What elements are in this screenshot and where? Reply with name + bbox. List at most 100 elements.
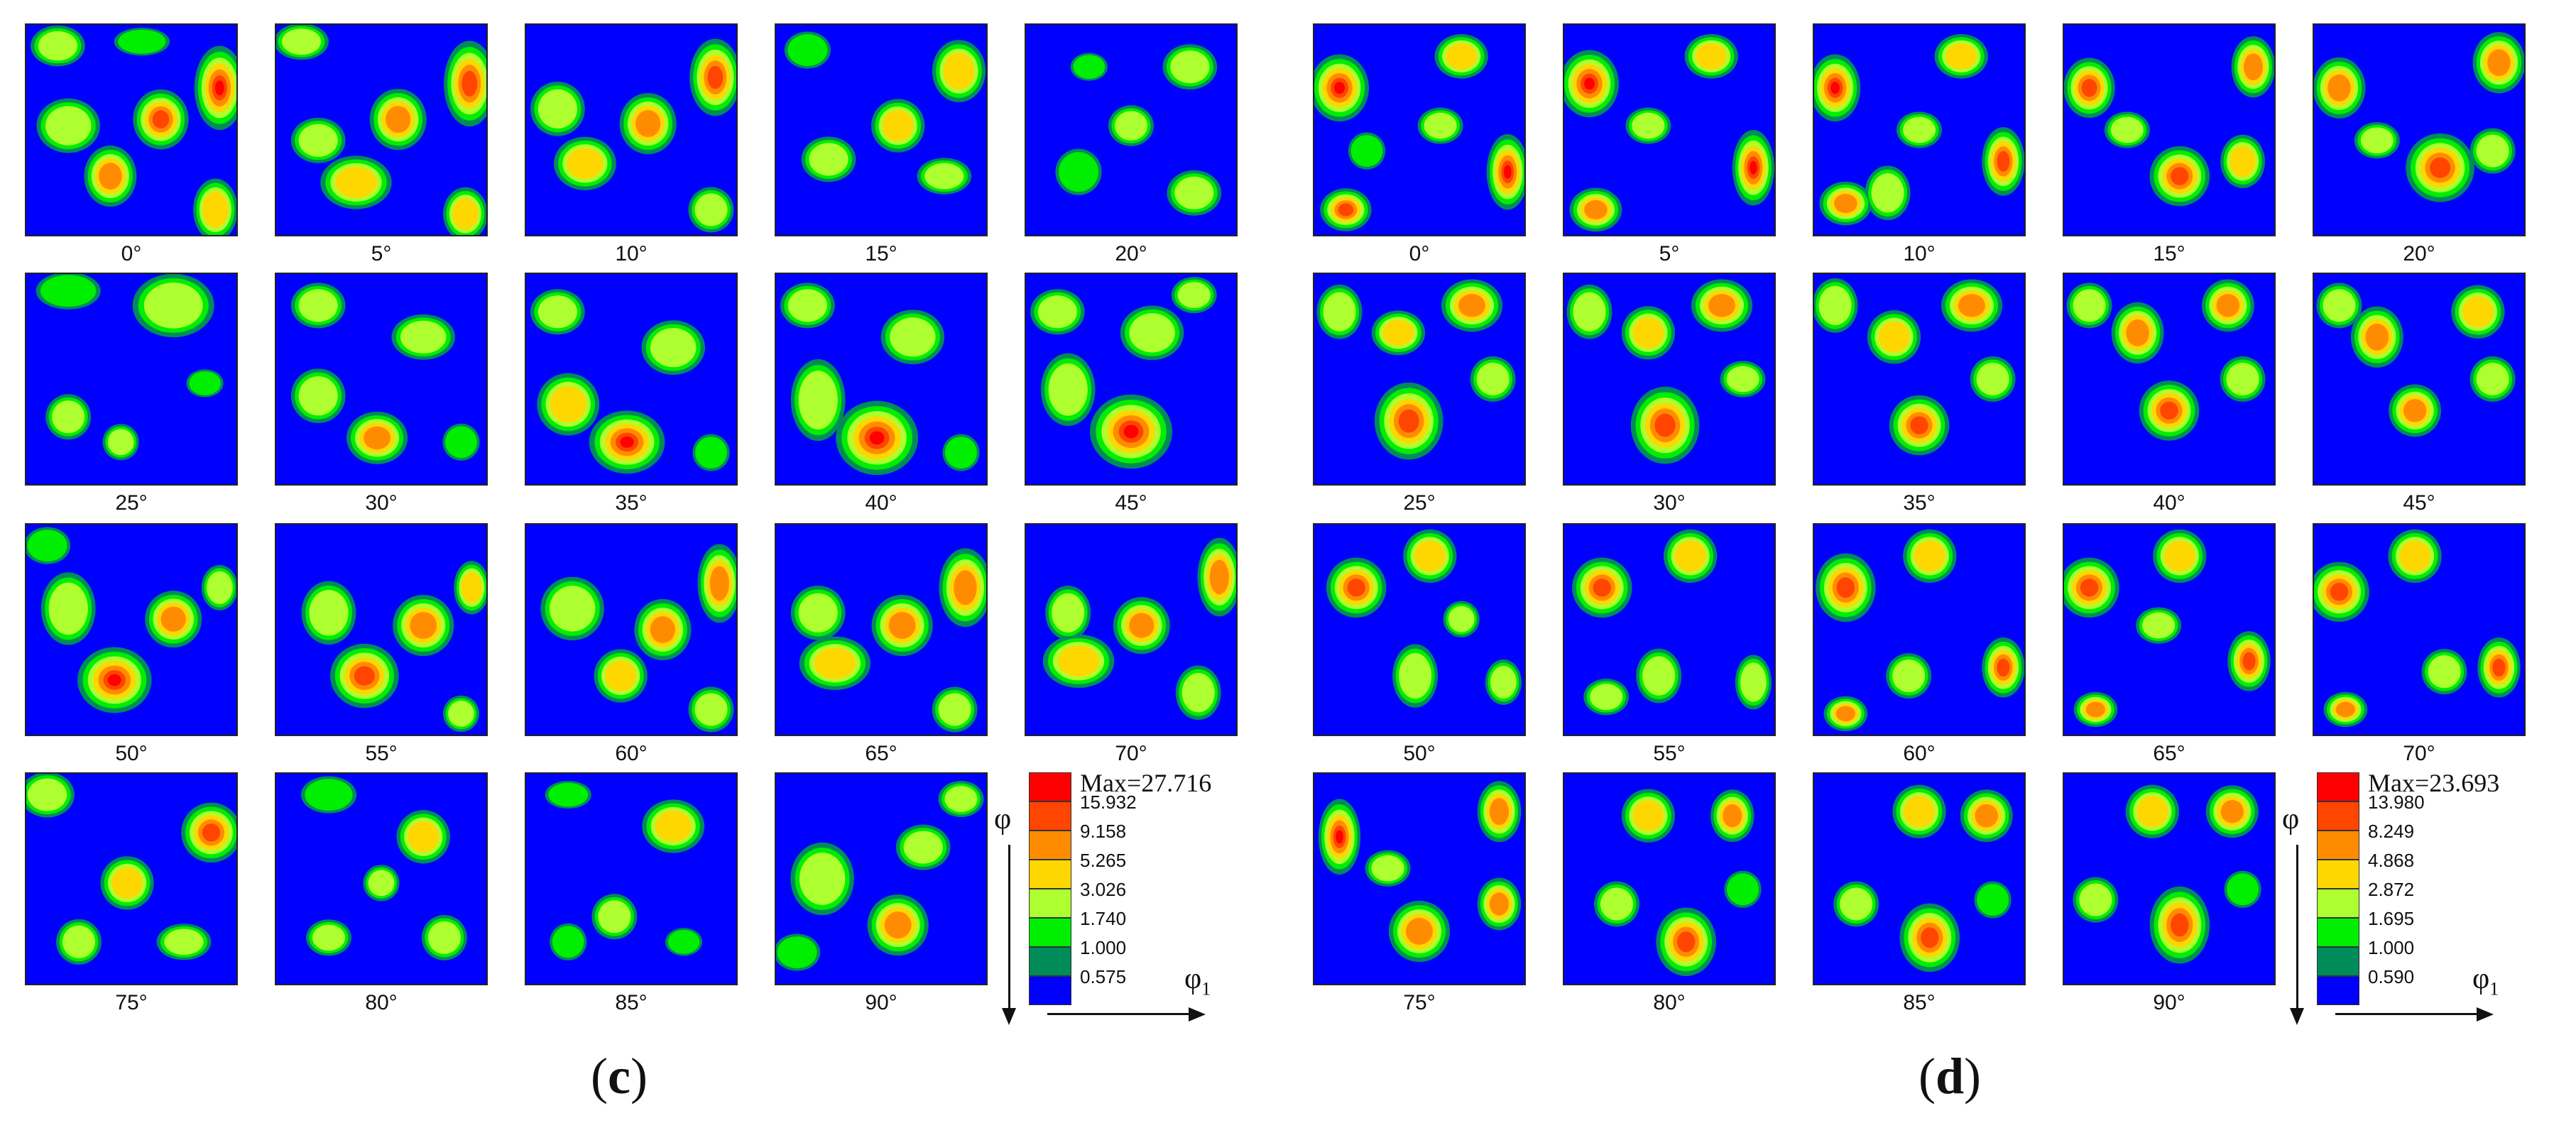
odf-contour	[2476, 362, 2509, 396]
odf-contour	[1489, 892, 1510, 916]
odf-contour	[38, 31, 78, 61]
odf-section-17	[1813, 772, 2026, 985]
odf-contour	[48, 582, 88, 635]
odf-contour	[312, 924, 346, 951]
odf-contour	[1977, 884, 2009, 916]
odf-contour	[1836, 577, 1855, 598]
odf-contour	[1334, 82, 1345, 94]
legend-level-value: 15.932	[1080, 791, 1137, 813]
axis-phi-arrow	[1008, 845, 1010, 1008]
odf-contour	[1914, 540, 1945, 572]
caption-letter: c	[607, 1048, 631, 1105]
odf-contour	[537, 89, 578, 129]
odf-contour	[309, 590, 349, 636]
odf-contour	[1446, 43, 1478, 70]
odf-contour	[354, 666, 375, 686]
odf-contour	[799, 853, 846, 905]
odf-contour	[1073, 55, 1106, 80]
odf-contour	[1584, 199, 1608, 220]
odf-contour	[305, 779, 353, 811]
odf-contour	[667, 929, 700, 954]
odf-contour	[462, 70, 478, 97]
odf-section-5	[25, 273, 238, 486]
legend-level-value: 1.740	[1080, 908, 1127, 929]
odf-contour	[707, 65, 724, 89]
odf-contour	[787, 289, 828, 322]
odf-contour	[2079, 883, 2112, 916]
axis-phi1-symbol: φ	[2472, 963, 2490, 995]
odf-contour	[954, 570, 977, 606]
odf-contour	[1708, 294, 1735, 317]
section-angle-label: 40°	[865, 491, 897, 515]
odf-contour	[1048, 363, 1088, 416]
section-angle-label: 90°	[865, 991, 897, 1014]
odf-contour	[2081, 79, 2097, 97]
section-angle-label: 65°	[865, 742, 897, 765]
section-angle-label: 75°	[1403, 991, 1436, 1014]
section-angle-label: 30°	[365, 491, 398, 515]
section-angle-label: 10°	[615, 242, 648, 265]
odf-contour	[1490, 665, 1517, 699]
odf-contour	[777, 936, 817, 969]
odf-contour	[118, 29, 166, 54]
odf-contour	[1723, 804, 1742, 828]
panel-caption: (d)	[1919, 1047, 1981, 1106]
odf-contour	[408, 821, 440, 853]
odf-contour	[1424, 112, 1457, 139]
odf-contour	[111, 867, 143, 899]
odf-contour	[368, 870, 395, 897]
odf-contour	[298, 289, 338, 322]
odf-contour	[1382, 319, 1414, 346]
odf-contour	[1997, 658, 2010, 676]
odf-contour	[99, 163, 122, 190]
odf-contour	[2126, 319, 2149, 346]
section-angle-label: 60°	[615, 742, 648, 765]
legend-level-value: 13.980	[2368, 791, 2425, 813]
odf-contour	[202, 823, 221, 842]
section-angle-label: 90°	[2153, 991, 2185, 1014]
odf-contour	[938, 693, 971, 726]
odf-contour	[567, 148, 604, 180]
axis-phi-arrowhead	[2290, 1008, 2304, 1025]
odf-contour	[189, 371, 222, 395]
odf-contour	[298, 124, 338, 157]
section-angle-label: 50°	[115, 742, 148, 765]
legend-swatch	[2317, 831, 2359, 860]
legend-swatch	[1029, 772, 1071, 801]
odf-section-8	[2063, 273, 2276, 486]
odf-contour	[1840, 887, 1873, 921]
odf-contour	[945, 437, 977, 469]
legend-level-value: 2.872	[2368, 879, 2415, 900]
legend-max-label: Max=27.716	[1080, 769, 1212, 797]
odf-contour	[2462, 296, 2494, 328]
section-angle-label: 35°	[615, 491, 648, 515]
section-angle-label: 20°	[2403, 242, 2435, 265]
odf-panel-c: 0° 5° 10° 15° 20° 25° 30° 35° 40° 45° 50° 55° 60° 65°…	[25, 23, 1238, 1105]
odf-contour	[882, 110, 914, 141]
odf-contour	[2227, 873, 2259, 906]
caption-close-paren: )	[630, 1048, 648, 1105]
odf-contour	[2136, 796, 2168, 828]
odf-contour	[903, 831, 943, 864]
odf-contour	[206, 571, 233, 604]
section-angle-label: 10°	[1903, 242, 1936, 265]
odf-contour	[1871, 173, 1904, 213]
odf-section-3	[2063, 23, 2276, 236]
section-angle-label: 60°	[1903, 742, 1936, 765]
odf-section-14	[1025, 523, 1238, 736]
odf-contour	[1448, 606, 1475, 632]
odf-contour	[1654, 413, 1676, 437]
legend-swatch	[2317, 976, 2359, 1005]
odf-contour	[1037, 295, 1078, 329]
odf-contour	[1632, 800, 1664, 832]
odf-contour	[2365, 323, 2389, 351]
axis-phi1-label: φ1	[2472, 962, 2499, 999]
odf-contour	[427, 921, 461, 954]
axis-phi-arrow	[2296, 845, 2298, 1008]
odf-section-1	[1563, 23, 1776, 236]
odf-section-10	[25, 523, 238, 736]
odf-contour	[1338, 203, 1354, 217]
odf-contour	[1476, 362, 1510, 396]
odf-contour	[2327, 74, 2351, 102]
odf-contour	[1632, 112, 1665, 139]
